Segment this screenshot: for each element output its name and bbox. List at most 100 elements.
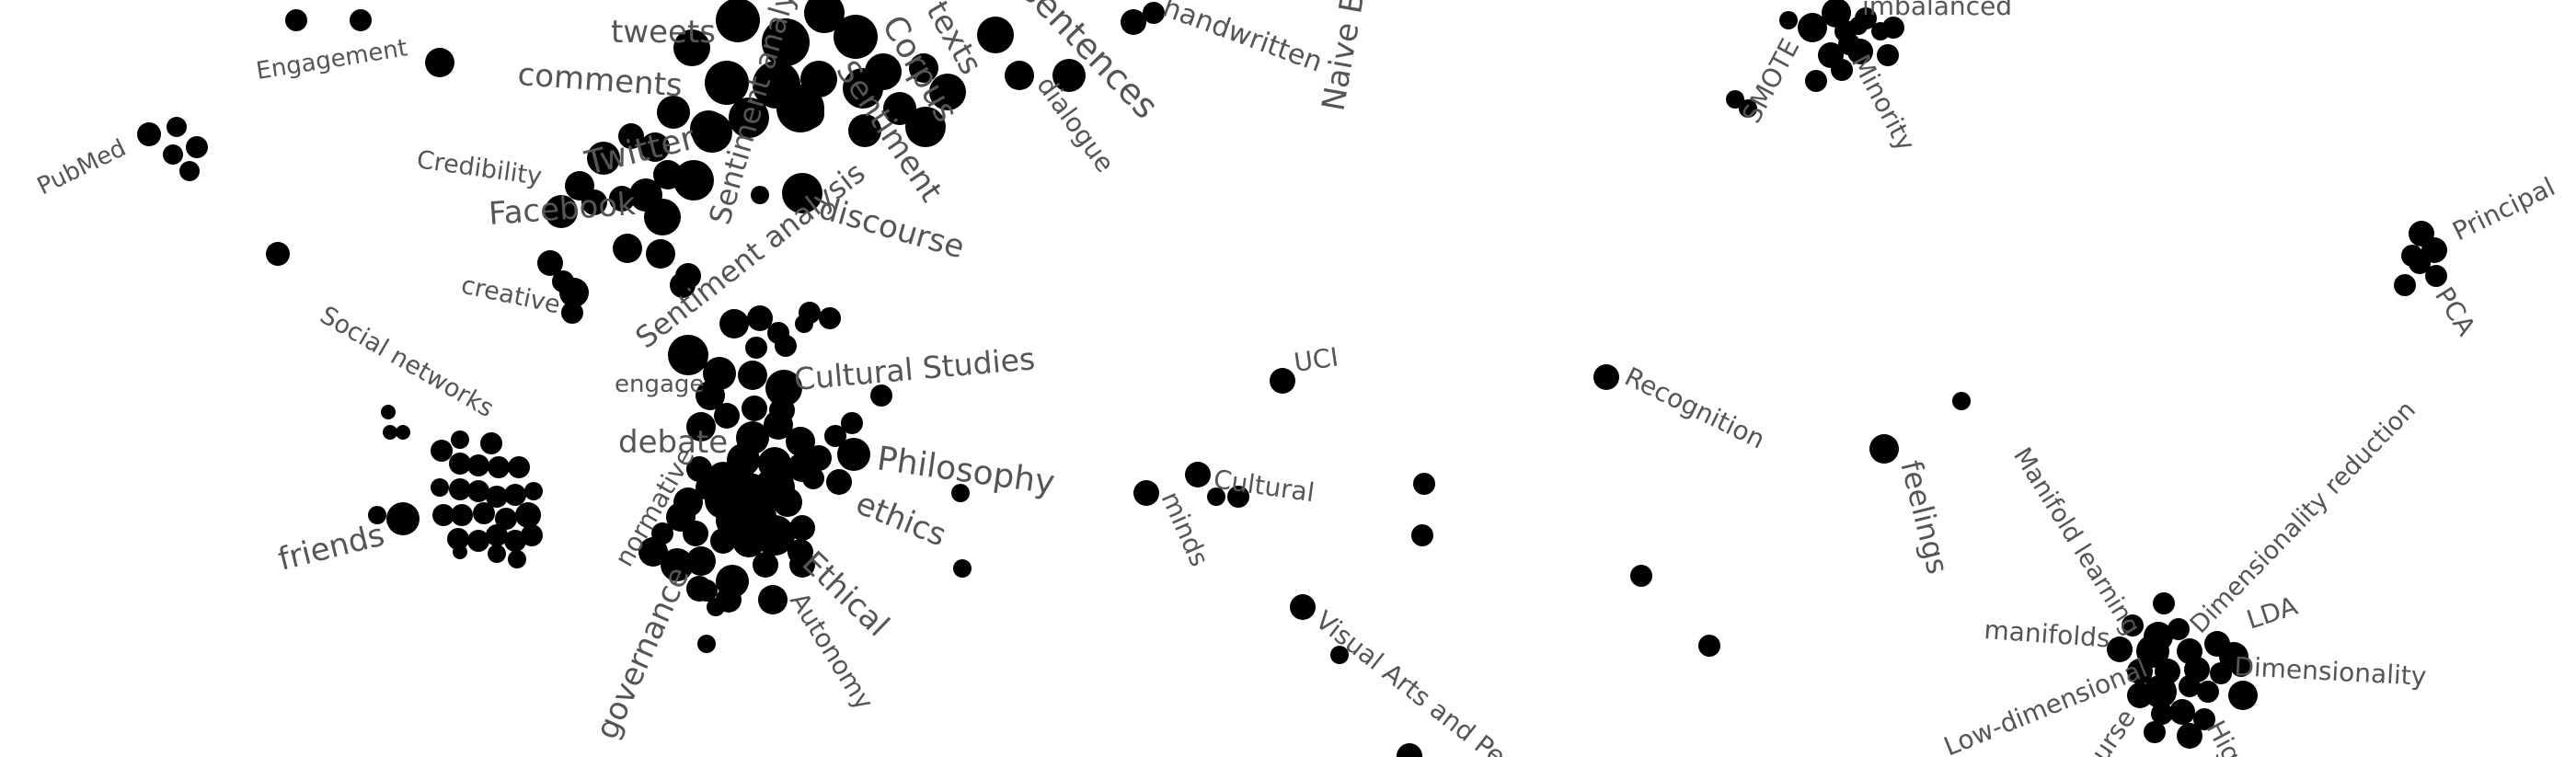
cluster-dot (692, 112, 732, 153)
cluster-dot (581, 189, 607, 215)
dot-layer (137, 0, 2447, 757)
cluster-dot (504, 484, 526, 506)
cluster-dot (714, 403, 740, 429)
cluster-dot (786, 427, 815, 456)
cluster-dot (640, 132, 670, 162)
cluster-dot (1185, 462, 1211, 487)
cluster-dot (705, 61, 749, 105)
cluster-dot (480, 432, 502, 454)
cluster-dot (707, 598, 725, 616)
label-principal: Principal (2448, 171, 2560, 247)
label-imbalanced: imbalanced (1862, 0, 2012, 21)
cluster-dot (758, 585, 788, 614)
cluster-dot (1413, 473, 1435, 495)
cluster-dot (782, 173, 822, 213)
cluster-dot (2169, 699, 2195, 725)
cluster-dot (804, 0, 845, 33)
cluster-dot (788, 539, 813, 565)
label-facebook: Facebook (488, 186, 637, 233)
cluster-dot (802, 467, 824, 489)
cluster-dot (732, 524, 765, 557)
cluster-dot (905, 107, 946, 147)
cluster-dot (486, 524, 508, 546)
cluster-dot (431, 440, 453, 462)
label-course: urse (2085, 704, 2142, 757)
label-lda: LDA (2243, 591, 2301, 636)
cluster-dot (383, 425, 397, 440)
cluster-dot (716, 565, 749, 598)
label-engage: engage (615, 371, 704, 398)
cluster-dot (515, 502, 541, 528)
label-handwritten: handwritten (1158, 0, 1327, 79)
cluster-dot (716, 0, 760, 42)
cluster-dot (486, 486, 508, 508)
cluster-dot (773, 487, 802, 517)
cluster-dot (1121, 9, 1146, 35)
cluster-dot (929, 74, 966, 110)
cluster-dot (1831, 59, 1853, 81)
cluster-dot (2197, 681, 2219, 703)
label-tweets: tweets (611, 14, 716, 51)
cluster-dot (762, 18, 810, 66)
cluster-dot (834, 15, 878, 59)
cluster-dot (537, 250, 563, 276)
cluster-dot (449, 453, 471, 475)
label-manifold-learning: Manifold learning (2007, 442, 2145, 640)
cluster-dot (186, 136, 208, 158)
cluster-dot (1847, 39, 1873, 64)
label-creative: creative (459, 271, 563, 320)
cluster-dot (666, 502, 696, 532)
cluster-dot (618, 123, 644, 149)
cluster-dot (2179, 675, 2201, 697)
cluster-dot (266, 242, 290, 266)
label-visual-arts: Visual Arts and Per (1310, 605, 1521, 757)
label-minority: Minority (1846, 50, 1921, 156)
label-pubmed: PubMed (33, 134, 131, 201)
cluster-dot (951, 484, 970, 502)
cluster-dot (545, 195, 578, 228)
cluster-dot (824, 425, 846, 447)
label-friends: friends (275, 517, 388, 579)
cluster-dot (451, 504, 473, 526)
cluster-dot (686, 576, 712, 602)
cluster-dot (1877, 44, 1899, 66)
cluster-dot (473, 502, 495, 524)
cluster-dot (167, 117, 187, 137)
cluster-dot (2425, 265, 2447, 287)
cluster-dot (1869, 434, 1899, 464)
cluster-dot (657, 96, 690, 129)
cluster-dot (396, 425, 410, 440)
cluster-dot (1726, 90, 1744, 109)
cluster-dot (488, 545, 506, 563)
label-cultural: Cultural (1212, 464, 1317, 508)
label-comments: comments (516, 56, 684, 104)
cluster-dot (638, 537, 668, 567)
cluster-dot (1593, 364, 1619, 390)
cluster-dot (644, 199, 681, 235)
cluster-dot (776, 85, 824, 132)
cluster-dot (432, 504, 454, 526)
cluster-dot (1133, 480, 1159, 506)
label-smote: SMOTE (1736, 34, 1806, 129)
cluster-dot (381, 405, 396, 419)
cluster-dot (386, 502, 420, 535)
cluster-dot (587, 142, 620, 175)
cluster-dot (696, 475, 721, 500)
cluster-dot (1882, 17, 1904, 39)
cluster-dot (1005, 61, 1034, 90)
label-minds: minds (1156, 487, 1215, 570)
cluster-dot (1207, 487, 1225, 506)
cluster-dot (697, 635, 716, 653)
cluster-dot (425, 48, 454, 77)
cluster-dot (1397, 743, 1422, 757)
cluster-dot (431, 478, 449, 497)
cluster-dot (495, 508, 517, 530)
cluster-dot (2394, 274, 2416, 296)
cluster-dot (2193, 708, 2215, 730)
cluster-dot (673, 160, 714, 201)
label-debate: debate (618, 424, 728, 461)
cluster-dot (449, 478, 471, 500)
label-dimensionality-reduction: Dimensionality reduction (2185, 396, 2421, 639)
cluster-dot (686, 412, 716, 442)
cluster-dot (837, 438, 870, 471)
